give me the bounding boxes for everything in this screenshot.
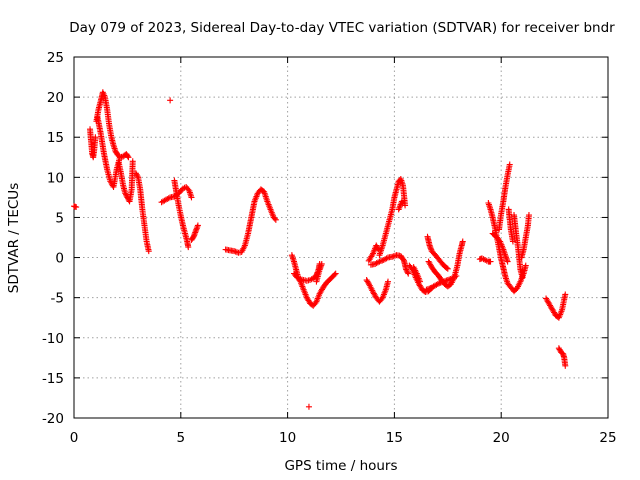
data-point	[525, 212, 532, 219]
data-point	[92, 134, 99, 141]
y-tick-label: 15	[47, 130, 64, 146]
data-point	[403, 267, 410, 274]
data-point	[188, 194, 195, 201]
data-point	[167, 97, 174, 104]
data-point	[405, 270, 412, 277]
data-point	[504, 258, 511, 265]
data-point	[444, 265, 451, 272]
data-point	[132, 170, 139, 177]
data-point	[116, 154, 123, 161]
data-point	[194, 222, 201, 229]
data-point	[129, 158, 136, 165]
data-point	[398, 198, 405, 205]
chart-title: Day 079 of 2023, Sidereal Day-to-day VTE…	[69, 20, 615, 36]
data-point	[556, 346, 563, 353]
x-axis-label: GPS time / hours	[284, 458, 397, 474]
y-tick-label: -5	[51, 291, 64, 307]
data-point	[453, 273, 460, 280]
data-point	[404, 269, 411, 276]
y-tick-label: -20	[42, 411, 64, 427]
data-point	[134, 172, 141, 179]
data-point	[519, 274, 526, 281]
x-tick-label: 10	[279, 430, 296, 446]
y-axis-label: SDTVAR / TECUs	[6, 183, 22, 293]
data-point	[562, 362, 569, 369]
y-tick-label: 10	[47, 170, 64, 186]
data-series	[71, 89, 569, 410]
y-tick-label: 5	[55, 210, 64, 226]
data-point	[318, 260, 325, 267]
data-point	[124, 153, 131, 160]
data-point	[125, 154, 132, 161]
data-point	[133, 171, 140, 178]
data-point	[562, 291, 569, 298]
axis-ticks: 0 5 10 15 20 25 -20 -15 -10 -5 0 5 10 15 20 25	[42, 50, 617, 446]
x-tick-label: 0	[70, 430, 79, 446]
y-tick-label: 20	[47, 90, 64, 106]
data-point	[122, 190, 129, 197]
data-point	[366, 281, 373, 288]
y-tick-label: -10	[42, 331, 64, 347]
data-point	[185, 244, 192, 251]
data-point	[403, 266, 410, 273]
data-point	[332, 270, 339, 277]
data-point	[451, 273, 458, 280]
data-point	[73, 204, 80, 211]
data-point	[271, 215, 278, 222]
data-point	[443, 264, 450, 271]
data-point	[522, 262, 529, 269]
data-point	[509, 238, 516, 245]
data-point	[383, 255, 390, 262]
data-point	[373, 243, 380, 250]
data-point	[506, 161, 513, 168]
data-point	[555, 345, 562, 352]
data-point	[331, 271, 338, 278]
data-point	[402, 202, 409, 209]
data-point	[145, 248, 152, 255]
x-tick-label: 5	[177, 430, 186, 446]
data-point	[272, 216, 279, 223]
data-point	[400, 256, 407, 263]
data-point	[384, 278, 391, 285]
grid	[74, 57, 608, 418]
x-tick-label: 15	[386, 430, 403, 446]
data-point	[487, 258, 494, 265]
x-tick-label: 20	[493, 430, 510, 446]
y-tick-label: 0	[55, 251, 64, 267]
data-point	[459, 238, 466, 245]
data-point	[434, 281, 441, 288]
data-point	[165, 195, 172, 202]
x-tick-label: 25	[599, 430, 616, 446]
data-point	[369, 251, 376, 258]
plot-frame	[73, 56, 609, 419]
data-point	[373, 242, 380, 249]
data-point	[417, 278, 424, 285]
data-point	[305, 403, 312, 410]
y-tick-label: 25	[47, 50, 64, 66]
y-tick-label: -15	[42, 371, 64, 387]
data-point	[375, 259, 382, 266]
